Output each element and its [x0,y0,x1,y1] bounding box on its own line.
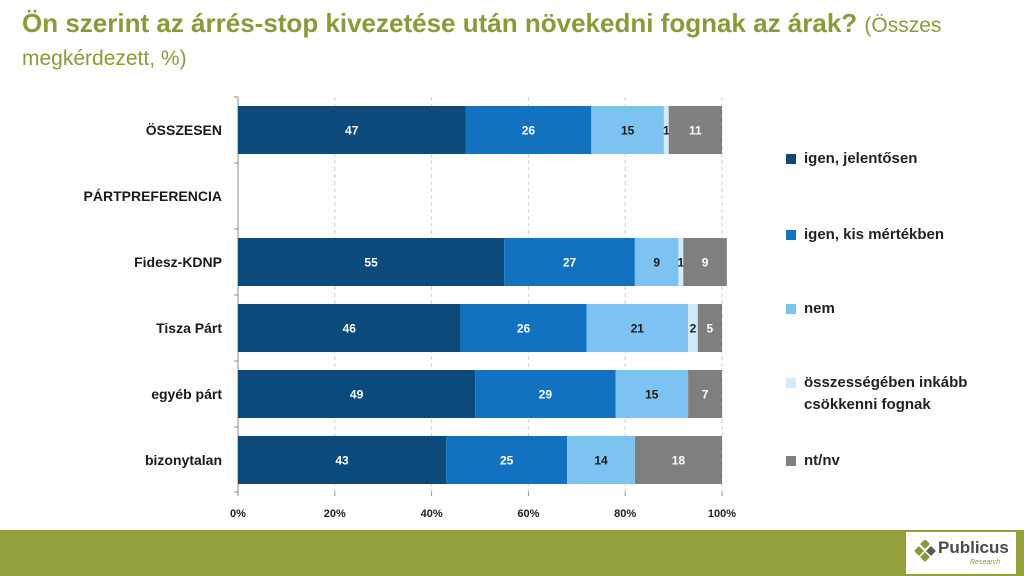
legend-item: igen, jelentősen [786,148,1016,170]
bar-segment [663,106,669,154]
legend-label: nem [804,300,835,317]
data-label: 7 [702,388,709,402]
publicus-logo-icon [914,540,936,562]
bar-segment [465,106,592,154]
bar-segment [688,370,722,418]
bar-segment [567,436,635,484]
data-label: 49 [350,388,364,402]
legend-item: összességében inkább csökkenni fognak [786,372,1016,416]
data-label: 11 [689,124,702,138]
data-label: 2 [690,322,697,336]
x-tick-label: 60% [517,508,539,520]
bar-segment [586,304,689,352]
data-label: 9 [653,256,660,270]
publicus-logo: Publicus Research [906,532,1016,574]
bar-segment [238,238,505,286]
chart-title-main: Ön szerint az árrés-stop kivezetése után… [22,8,858,38]
legend-item: igen, kis mértékben [786,224,1016,246]
data-label: 25 [500,454,514,468]
category-label: ÖSSZESEN [146,122,222,138]
category-label: PÁRTPREFERENCIA [84,188,222,204]
bar-segment [668,106,722,154]
data-label: 15 [645,388,659,402]
category-label: Tisza Párt [156,320,222,336]
data-label: 26 [517,322,531,336]
bar-segment [615,370,689,418]
bar-segment [238,106,466,154]
bar-segment [446,436,568,484]
data-label: 9 [702,256,709,270]
footer-bar [0,530,1024,576]
data-label: 47 [345,124,359,138]
x-tick-label: 80% [614,508,636,520]
bar-segment [460,304,587,352]
bar-segment [697,304,722,352]
bar-segment [688,304,698,352]
x-tick-label: 100% [708,508,736,520]
legend-swatch [786,378,796,388]
publicus-logo-name: Publicus [938,538,1009,557]
category-label: egyéb párt [151,386,222,402]
legend-label: nt/nv [804,452,840,469]
bar-segment [238,304,461,352]
category-label: Fidesz-KDNP [134,254,222,270]
data-label: 27 [563,256,577,270]
category-label: bizonytalan [145,452,222,468]
legend-label: igen, kis mértékben [804,226,945,243]
bar-segment [591,106,664,154]
legend-item: nt/nv [786,450,1016,472]
legend-swatch [786,456,796,466]
data-label: 29 [539,388,553,402]
bar-segment [683,238,727,286]
bar-segment [238,370,476,418]
data-label: 14 [594,454,608,468]
stacked-bar-chart: 0% 20% 40% 60% 80% 100%ÖSSZESEN 47 26 15 1 11PÁRTP… [84,96,736,520]
bar-segment [238,436,447,484]
legend-swatch [786,154,796,164]
legend-swatch [786,230,796,240]
data-label: 5 [707,322,714,336]
bar-segment [678,238,684,286]
data-label: 21 [631,322,645,336]
data-label: 15 [621,124,635,138]
data-label: 26 [522,124,536,138]
bar-segment [504,238,635,286]
bar-segment [634,436,722,484]
legend-item: nem [786,298,1016,320]
x-tick-label: 0% [230,508,246,520]
legend-swatch [786,304,796,314]
legend-label: igen, jelentősen [804,150,918,167]
legend-label: összességében inkább csökkenni fognak [804,374,968,413]
x-tick-label: 20% [324,508,346,520]
data-label: 55 [364,256,378,270]
data-label: 18 [672,454,686,468]
bar-segment [634,238,679,286]
data-label: 1 [678,256,685,270]
x-tick-label: 40% [421,508,443,520]
chart-title-subtitle: (Összes megkérdezett, %) [22,14,942,70]
data-label: 1 [663,124,670,138]
data-label: 43 [335,454,349,468]
bar-segment [475,370,616,418]
chart-title: Ön szerint az árrés-stop kivezetése után… [22,8,982,74]
publicus-logo-tagline: Research [970,559,1000,566]
data-label: 46 [343,322,357,336]
